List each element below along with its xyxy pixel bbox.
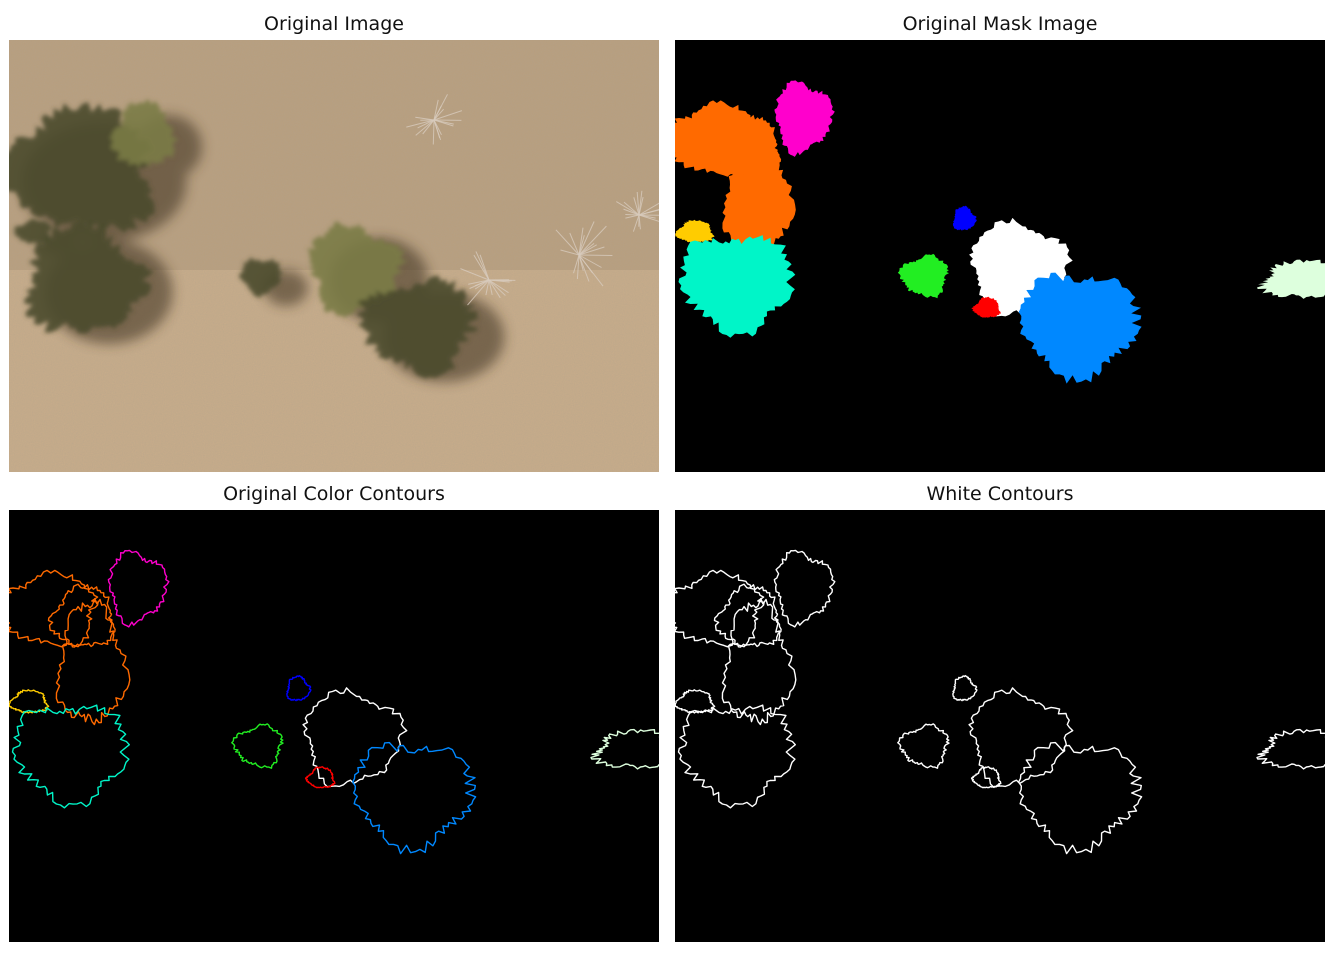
color-contours-title: Original Color Contours bbox=[223, 483, 445, 505]
white-contour-green-shrub bbox=[897, 723, 950, 769]
photo-shrub-mid-left bbox=[24, 219, 154, 334]
shrubs bbox=[9, 99, 480, 379]
color-contours-panel bbox=[9, 510, 659, 942]
mask-blue-small-shrub bbox=[952, 205, 977, 231]
white-contours-panel bbox=[675, 510, 1325, 942]
white-contour-magenta-shrub bbox=[773, 549, 836, 628]
dry-branches bbox=[406, 94, 659, 306]
mask-image-panel bbox=[675, 40, 1325, 472]
white-contour-azure-shrub bbox=[1018, 741, 1143, 855]
mask-cyan-shrub bbox=[678, 235, 796, 338]
color-contour-blue-small-shrub bbox=[286, 674, 312, 702]
mask-canvas bbox=[675, 80, 1325, 384]
white-contours-canvas bbox=[675, 549, 1325, 855]
color-contour-magenta-shrub bbox=[107, 549, 170, 628]
color-contours-canvas bbox=[9, 549, 659, 855]
photo-shrub-tiny bbox=[11, 218, 52, 246]
mask-azure-shrub bbox=[1018, 272, 1142, 384]
photo-dry-bush-center bbox=[460, 251, 516, 306]
photo-shrub-upper bbox=[109, 99, 179, 169]
white-contour-orange-shrub bbox=[675, 569, 797, 726]
mask-green-shrub bbox=[897, 253, 949, 299]
mask-red-shrub bbox=[971, 296, 1001, 318]
color-contour-green-shrub bbox=[231, 723, 284, 769]
aerial-photo bbox=[9, 40, 659, 472]
color-contour-orange-shrub bbox=[9, 569, 131, 726]
color-contour-cyan-shrub bbox=[11, 704, 130, 809]
photo-dry-bush-edge bbox=[616, 190, 659, 232]
original-image-panel bbox=[9, 40, 659, 472]
white-contour-yellow-shrub bbox=[675, 689, 716, 714]
white-contour-red-shrub bbox=[970, 766, 1002, 789]
color-contour-white-shrub bbox=[302, 687, 408, 788]
white-contour-blue-small-shrub bbox=[952, 674, 978, 702]
photo-shrub-small bbox=[239, 257, 284, 299]
original-image-title: Original Image bbox=[264, 13, 404, 35]
photo-dry-bush-top bbox=[406, 94, 463, 145]
white-contour-cyan-shrub bbox=[677, 704, 796, 809]
photo-dry-bush-right bbox=[555, 221, 613, 287]
mask-magenta-shrub bbox=[774, 80, 835, 157]
white-contour-pale-green-shrub bbox=[1256, 728, 1325, 770]
photo-shrub-lower bbox=[355, 275, 480, 379]
white-contour-white-shrub bbox=[968, 687, 1074, 788]
white-contours-title: White Contours bbox=[926, 483, 1074, 505]
color-contour-azure-shrub bbox=[352, 741, 477, 855]
color-contour-pale-green-shrub bbox=[590, 728, 659, 770]
mask-orange-shrub bbox=[675, 100, 796, 255]
color-contour-yellow-shrub bbox=[9, 689, 50, 714]
mask-pale-green-shrub bbox=[1257, 259, 1325, 299]
mask-yellow-shrub bbox=[675, 219, 715, 243]
color-contour-red-shrub bbox=[304, 766, 336, 789]
mask-image-title: Original Mask Image bbox=[902, 13, 1098, 35]
